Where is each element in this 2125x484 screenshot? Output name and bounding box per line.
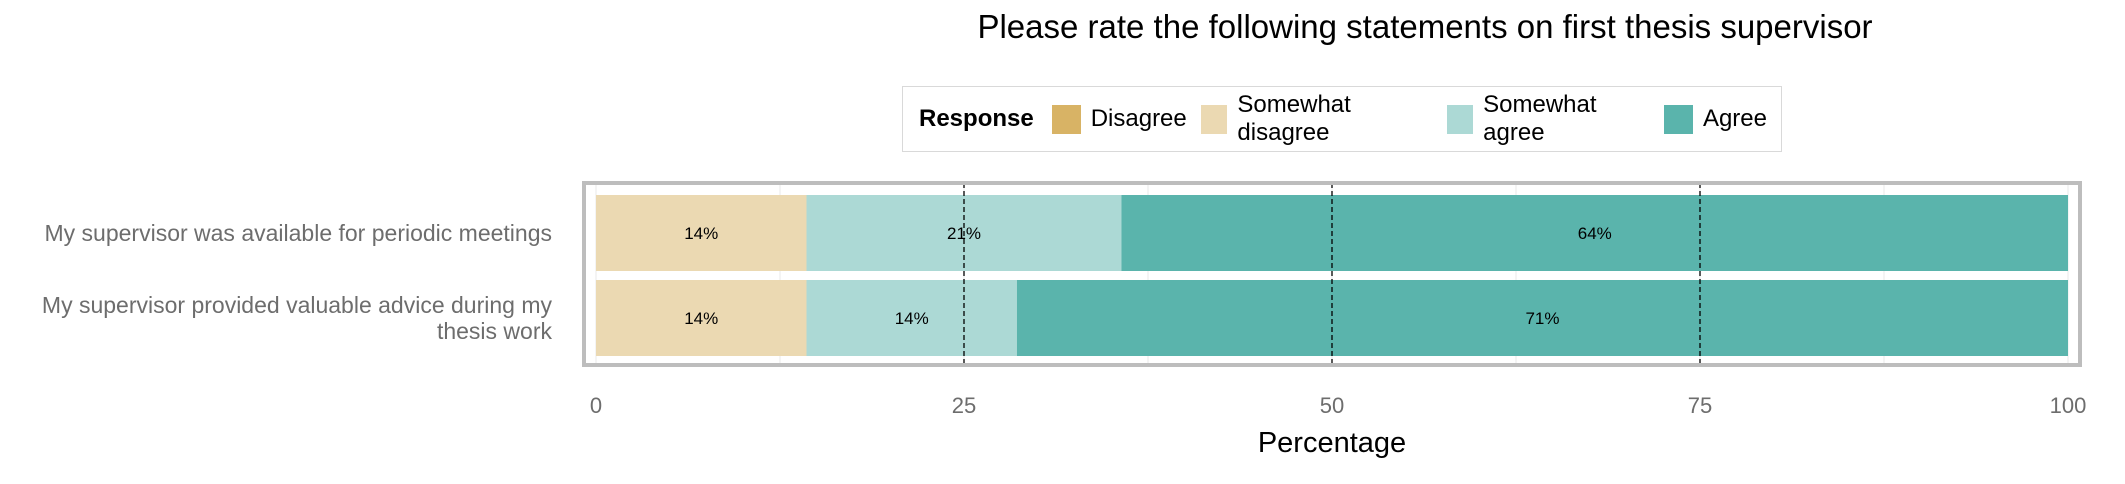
bar-value-label: 14%	[895, 309, 929, 328]
bar-segment-agree	[1121, 195, 2068, 271]
panel-border	[582, 181, 2082, 367]
bar-labels: 14% 21% 64% 14% 14% 71%	[684, 224, 1612, 328]
bar-value-label: 14%	[684, 309, 718, 328]
legend-item-disagree: Disagree	[1051, 104, 1187, 134]
legend: Response Disagree Somewhat disagree Some…	[902, 86, 1782, 152]
category-label: My supervisor provided valuable advice d…	[42, 292, 553, 344]
legend-swatch-disagree	[1051, 104, 1081, 134]
x-tick-label: 50	[1320, 393, 1344, 418]
legend-label-disagree: Disagree	[1090, 105, 1187, 132]
legend-swatch-agree	[1663, 104, 1693, 134]
bar-value-label: 64%	[1578, 224, 1612, 243]
x-axis-title: Percentage	[1258, 427, 1406, 459]
x-tick-label: 100	[2050, 393, 2087, 418]
bar-segment-agree	[1016, 280, 2069, 356]
bar-segment-somewhat-disagree	[596, 195, 807, 271]
bar-value-label: 21%	[947, 224, 981, 243]
legend-item-agree: Agree	[1663, 104, 1767, 134]
x-tick-label: 0	[590, 393, 602, 418]
legend-item-somewhat-disagree: Somewhat disagree	[1200, 91, 1433, 147]
legend-label-somewhat-agree: Somewhat agree	[1483, 91, 1597, 146]
x-tick-label: 25	[952, 393, 976, 418]
legend-label-agree: Agree	[1702, 105, 1767, 132]
legend-title: Response	[919, 105, 1034, 132]
legend-swatch-somewhat-disagree	[1200, 104, 1228, 134]
legend-swatch-somewhat-agree	[1446, 104, 1474, 134]
category-label: My supervisor was available for periodic…	[45, 220, 553, 246]
bar-segment-somewhat-agree	[806, 280, 1017, 356]
legend-label-somewhat-disagree: Somewhat disagree	[1237, 91, 1351, 146]
bar-value-label: 71%	[1525, 309, 1559, 328]
x-tick-label: 75	[1688, 393, 1712, 418]
category-labels: My supervisor was available for periodic…	[42, 220, 553, 344]
bar-segment-somewhat-disagree	[596, 280, 807, 356]
reference-lines	[963, 183, 1701, 365]
legend-item-somewhat-agree: Somewhat agree	[1446, 91, 1650, 147]
chart-title: Please rate the following statements on …	[977, 8, 1873, 45]
bar-value-label: 14%	[684, 224, 718, 243]
x-tick-labels: 0 25 50 75 100	[590, 393, 2086, 418]
